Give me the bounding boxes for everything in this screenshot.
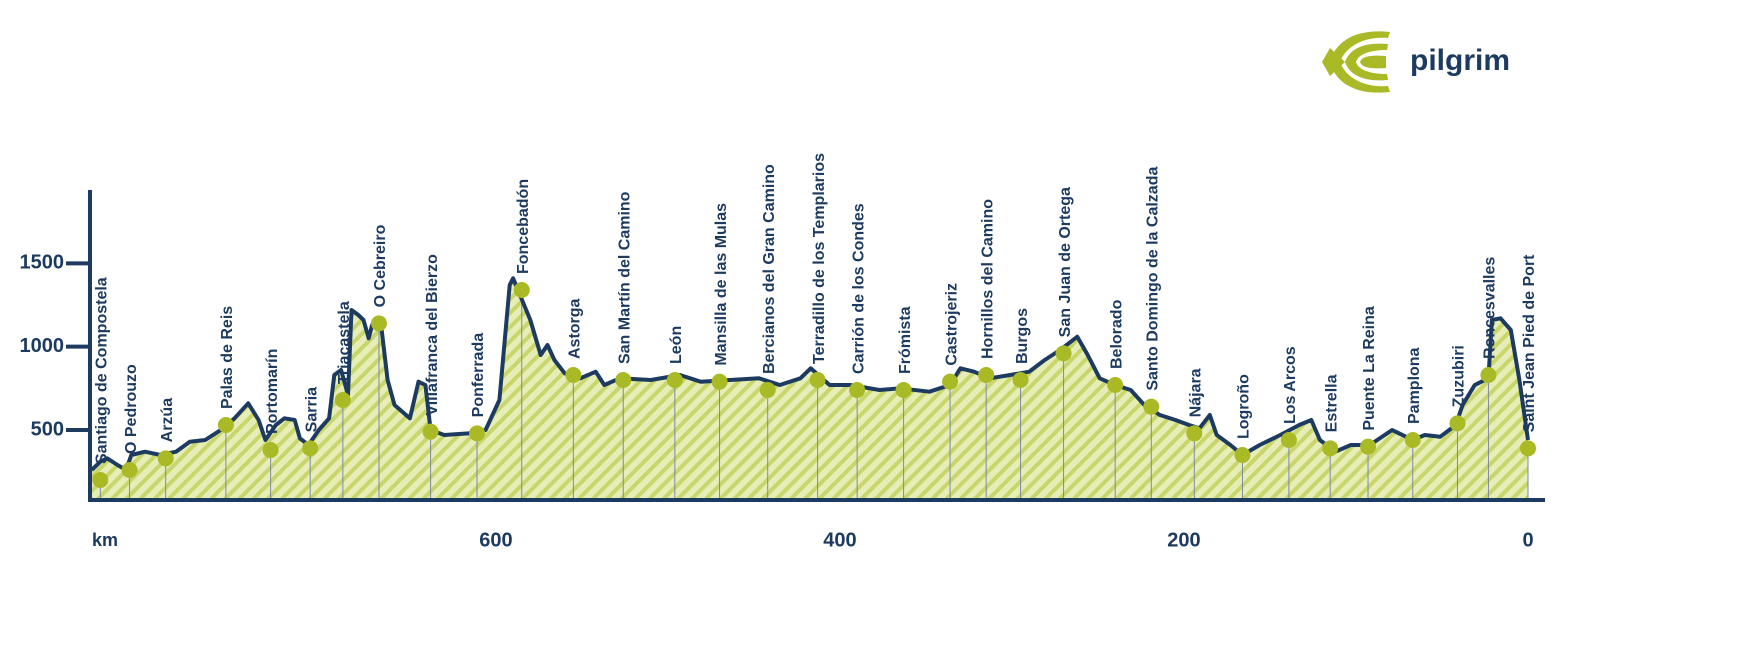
stop-marker [469, 425, 486, 442]
y-tick-label: 1000 [20, 335, 65, 357]
stop-marker [849, 382, 866, 398]
profile-line [90, 276, 1530, 472]
stop-marker [157, 450, 174, 467]
stop-marker [565, 367, 582, 383]
stop-marker [1186, 425, 1203, 442]
y-tick-label: 500 [31, 418, 64, 440]
stop-label: Arzúa [159, 398, 176, 443]
stop-label: Astorga [567, 298, 584, 359]
stop-marker [1322, 440, 1339, 457]
stop-label: Castrojeriz [943, 283, 960, 366]
stop-label: Pamplona [1406, 347, 1423, 424]
x-tick-label: 400 [823, 529, 856, 551]
stop-marker [1520, 440, 1536, 457]
stop-label: Zuzubiri [1451, 345, 1468, 407]
stop-label: O Pedrouzo [123, 364, 140, 454]
stop-marker [302, 440, 319, 457]
stop-marker [1449, 415, 1466, 432]
stop-marker [1360, 438, 1377, 455]
logo: pilgrim [1322, 31, 1510, 93]
stop-marker [513, 282, 530, 298]
x-tick-label: 600 [479, 529, 512, 551]
logo-text: pilgrim [1410, 44, 1510, 77]
stop-label: San Juan de Ortega [1057, 187, 1074, 337]
stop-label: Terradillo de los Templarios [811, 153, 828, 364]
stop-label: Carrión de los Condes [850, 203, 867, 374]
stop-marker [262, 442, 279, 458]
stop-label: Roncesvalles [1482, 257, 1499, 359]
stop-marker [1280, 432, 1297, 448]
stop-label: Logroño [1236, 374, 1253, 439]
x-axis-label: km [92, 530, 118, 550]
stop-label: O Cebreiro [372, 224, 389, 307]
stop-label: Portomarín [264, 349, 281, 434]
stop-label: Estrella [1323, 374, 1340, 432]
stop-marker [809, 372, 826, 388]
stop-marker [942, 373, 959, 390]
stop-marker [1012, 372, 1029, 388]
x-tick-label: 200 [1167, 529, 1200, 551]
stop-label: Santiago de Compostela [94, 277, 111, 464]
stop-label: San Martín del Camino [616, 191, 633, 364]
stop-label: Burgos [1014, 308, 1031, 364]
area-fill [91, 278, 1529, 500]
y-tick-label: 1500 [20, 252, 65, 274]
stop-marker [1107, 377, 1124, 393]
stop-marker [121, 462, 138, 478]
stop-label: Puente La Reina [1361, 306, 1378, 431]
stop-marker [711, 373, 728, 390]
stop-label: Belorado [1108, 299, 1125, 369]
stop-marker [370, 315, 387, 332]
stop-marker [1234, 447, 1251, 463]
stop-label: Villafranca del Bierzo [424, 254, 441, 416]
stop-marker [1480, 367, 1497, 383]
stop-label: Palas de Reis [219, 306, 236, 409]
stop-marker [1143, 398, 1160, 415]
stop-marker [1404, 432, 1421, 448]
stop-marker [978, 367, 995, 383]
logo-shell [1322, 31, 1390, 93]
stop-label: Nájara [1188, 368, 1205, 417]
stop-marker [759, 382, 776, 398]
stop-marker [217, 417, 234, 433]
stop-label: León [668, 326, 685, 364]
stop-label: Sarria [303, 387, 320, 432]
stop-label: Santo Domingo de la Calzada [1145, 167, 1162, 391]
stop-label: Hornillos del Camino [979, 199, 996, 359]
stop-marker [422, 423, 439, 440]
stop-marker [92, 472, 109, 488]
stop-label: Los Arcos [1282, 346, 1299, 424]
stop-label: Bercianos del Gran Camino [761, 164, 778, 374]
stop-label: Foncebadón [515, 179, 532, 274]
stop-marker [1055, 345, 1072, 362]
stop-marker [895, 382, 912, 398]
stop-label: Ponferrada [470, 333, 487, 418]
stop-label: Mansilla de las Mulas [713, 203, 730, 366]
stop-marker [615, 372, 632, 388]
stop-label: Saint Jean Pied de Port [1521, 254, 1538, 433]
stop-label: Frómista [897, 306, 914, 374]
stop-label: Triacastela [336, 301, 353, 384]
stop-marker [334, 392, 351, 408]
stop-marker [666, 372, 683, 388]
x-tick-label: 0 [1522, 529, 1533, 551]
